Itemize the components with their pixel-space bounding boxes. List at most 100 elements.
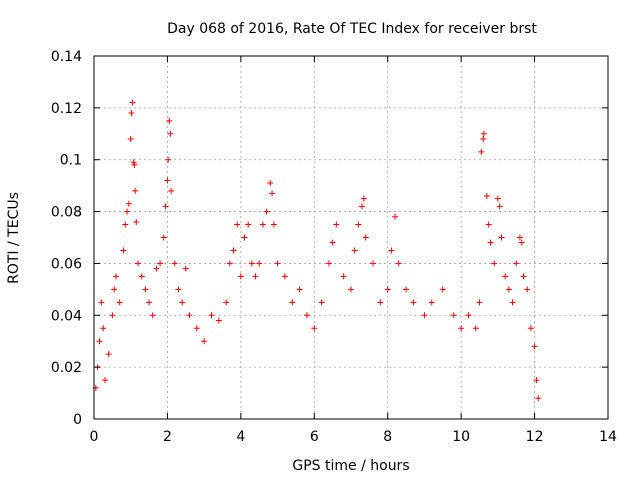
data-point — [138, 273, 145, 280]
data-point — [478, 148, 485, 155]
data-point — [392, 213, 399, 220]
grid-lines — [94, 56, 608, 419]
data-point — [164, 177, 171, 184]
data-point — [359, 203, 366, 210]
data-point — [124, 208, 131, 215]
data-point — [125, 200, 132, 207]
data-point — [248, 260, 255, 267]
data-point — [388, 247, 395, 254]
data-point — [296, 286, 303, 293]
data-point — [289, 299, 296, 306]
data-points — [92, 99, 542, 402]
data-point — [179, 299, 186, 306]
data-point — [270, 221, 277, 228]
data-point — [395, 260, 402, 267]
data-point — [502, 273, 509, 280]
y-axis-label: ROTI / TECUs — [6, 192, 22, 284]
data-point — [105, 351, 112, 358]
data-point — [480, 135, 487, 142]
data-point — [102, 377, 109, 384]
data-point — [201, 338, 208, 345]
data-point — [421, 312, 428, 319]
data-point — [509, 299, 516, 306]
x-tick-label: 0 — [90, 429, 99, 445]
data-point — [496, 203, 503, 210]
data-point — [149, 312, 156, 319]
data-point — [128, 110, 135, 117]
data-point — [480, 130, 487, 137]
y-tick-label: 0 — [73, 412, 82, 428]
data-point — [428, 299, 435, 306]
data-point — [351, 247, 358, 254]
data-point — [311, 325, 318, 332]
x-tick-label: 2 — [163, 429, 172, 445]
data-point — [518, 239, 525, 246]
data-point — [127, 135, 134, 142]
data-point — [505, 286, 512, 293]
x-tick-labels: 0 2 4 6 8 10 12 14 — [90, 429, 617, 445]
data-point — [129, 99, 136, 106]
data-point — [193, 325, 200, 332]
data-point — [281, 273, 288, 280]
data-point — [109, 312, 116, 319]
data-point — [111, 286, 118, 293]
data-point — [340, 273, 347, 280]
data-point — [465, 312, 472, 319]
data-point — [122, 221, 129, 228]
data-point — [450, 312, 457, 319]
plot-frame — [93, 55, 609, 420]
x-tick-label: 8 — [383, 429, 392, 445]
data-point — [533, 377, 540, 384]
y-tick-label: 0.1 — [60, 153, 82, 169]
data-point — [439, 286, 446, 293]
data-point — [256, 260, 263, 267]
data-point — [516, 234, 523, 241]
data-point — [215, 317, 222, 324]
y-tick-label: 0.02 — [51, 360, 82, 376]
data-point — [167, 130, 174, 137]
x-tick-label: 14 — [599, 429, 617, 445]
data-point — [403, 286, 410, 293]
data-point — [171, 260, 178, 267]
data-point — [162, 203, 169, 210]
data-point — [476, 299, 483, 306]
data-point — [116, 299, 123, 306]
data-point — [131, 161, 138, 168]
data-point — [410, 299, 417, 306]
data-point — [146, 299, 153, 306]
data-point — [182, 265, 189, 272]
data-point — [113, 273, 120, 280]
data-point — [498, 234, 505, 241]
data-point — [269, 190, 276, 197]
data-point — [487, 239, 494, 246]
data-point — [458, 325, 465, 332]
data-point — [153, 265, 160, 272]
data-point — [360, 195, 367, 202]
data-point — [120, 247, 127, 254]
data-point — [208, 312, 215, 319]
y-tick-labels: 0 0.02 0.04 0.06 0.08 0.1 0.12 0.14 — [51, 49, 82, 428]
y-tick-label: 0.06 — [51, 256, 82, 272]
data-point — [166, 117, 173, 124]
data-point — [130, 159, 137, 166]
data-point — [483, 193, 490, 200]
data-point — [133, 218, 140, 225]
x-tick-label: 4 — [236, 429, 245, 445]
y-tick-label: 0.12 — [51, 101, 82, 117]
data-point — [384, 286, 391, 293]
data-point — [527, 325, 534, 332]
data-point — [142, 286, 149, 293]
data-point — [472, 325, 479, 332]
axis-ticks — [93, 55, 609, 420]
data-point — [237, 273, 244, 280]
data-point — [531, 343, 538, 350]
data-point — [241, 234, 248, 241]
data-point — [267, 180, 274, 187]
data-point — [168, 187, 175, 194]
y-tick-label: 0.04 — [51, 308, 82, 324]
data-point — [485, 221, 492, 228]
data-point — [325, 260, 332, 267]
data-point — [333, 221, 340, 228]
data-point — [98, 299, 105, 306]
